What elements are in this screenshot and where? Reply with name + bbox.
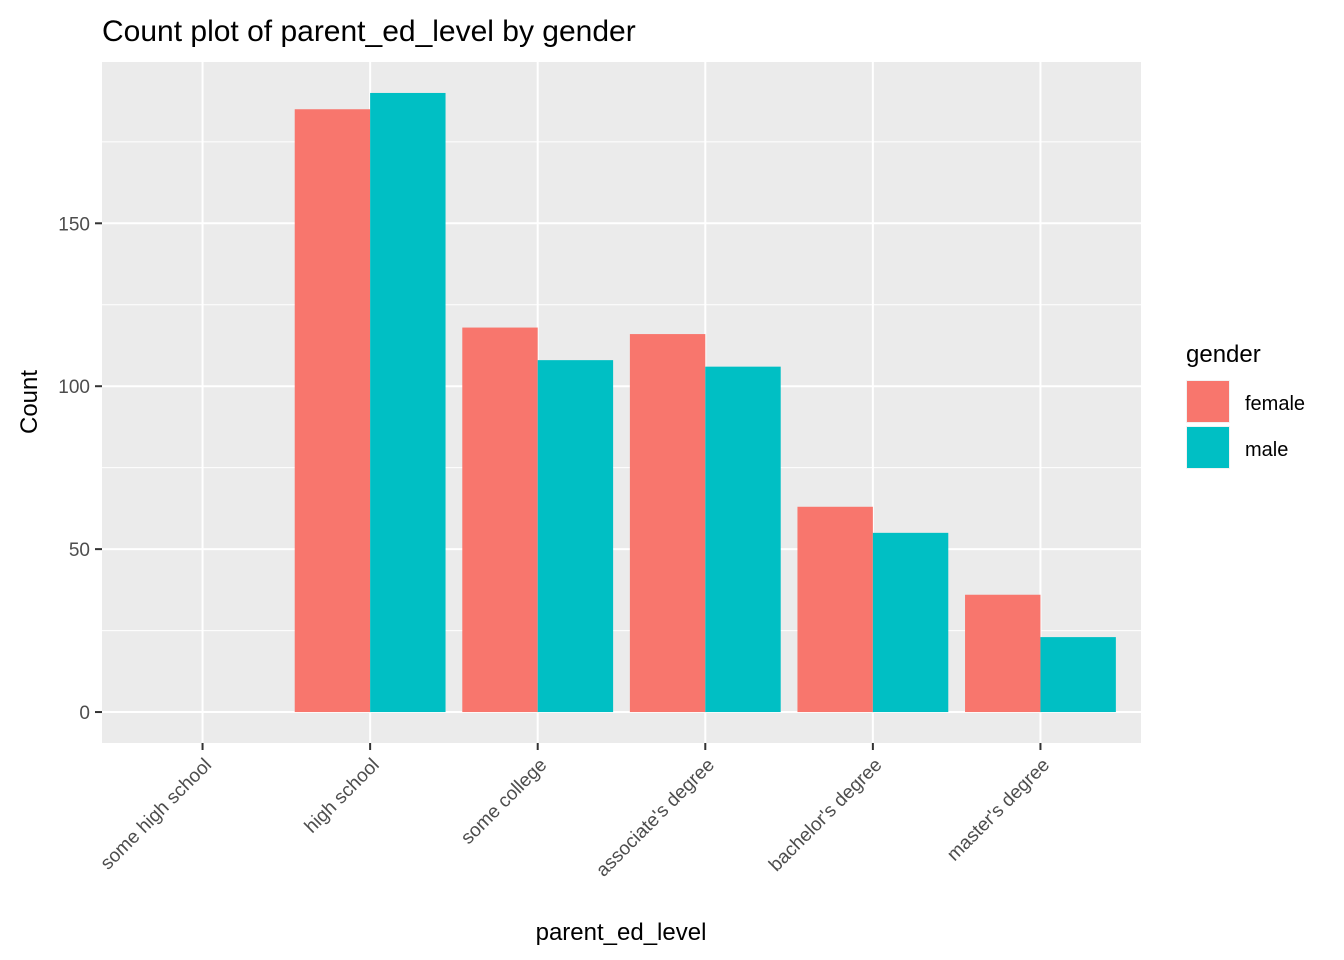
x-tick-label: some college	[457, 755, 551, 849]
legend-swatch-female	[1187, 381, 1229, 422]
y-axis: 0 50 100 150	[58, 214, 102, 724]
bar-female	[797, 506, 873, 713]
legend-label-female: female	[1245, 393, 1305, 415]
x-tick-label: associate's degree	[592, 755, 718, 881]
x-tick-label: master's degree	[943, 755, 1054, 866]
x-tick-label: some high school	[97, 755, 216, 874]
x-tick-label: bachelor's degree	[765, 755, 886, 876]
bar-male	[370, 92, 446, 713]
y-tick-label: 100	[58, 377, 90, 398]
bar-female	[462, 327, 538, 713]
y-tick-label: 0	[79, 703, 90, 724]
legend: gender female male	[1186, 341, 1305, 469]
x-tick-label: high school	[301, 755, 384, 838]
legend-keys: female male	[1186, 380, 1305, 469]
y-axis-title: Count	[16, 370, 43, 434]
legend-title: gender	[1186, 341, 1261, 368]
x-axis: some high school high school some college a…	[97, 743, 1054, 881]
bar-male	[872, 532, 949, 713]
chart-title: Count plot of parent_ed_level by gender	[102, 15, 636, 48]
bar-female	[629, 334, 706, 713]
bar-female	[294, 109, 371, 713]
legend-swatch-male	[1187, 427, 1229, 468]
legend-label-male: male	[1245, 439, 1288, 461]
bar-male	[537, 360, 614, 713]
bar-female	[965, 594, 1041, 713]
y-tick-label: 150	[58, 214, 90, 235]
bars	[294, 92, 1116, 713]
y-tick-label: 50	[69, 540, 90, 561]
bar-male	[705, 366, 781, 713]
bar-male	[1040, 637, 1116, 713]
x-axis-title: parent_ed_level	[536, 919, 707, 946]
